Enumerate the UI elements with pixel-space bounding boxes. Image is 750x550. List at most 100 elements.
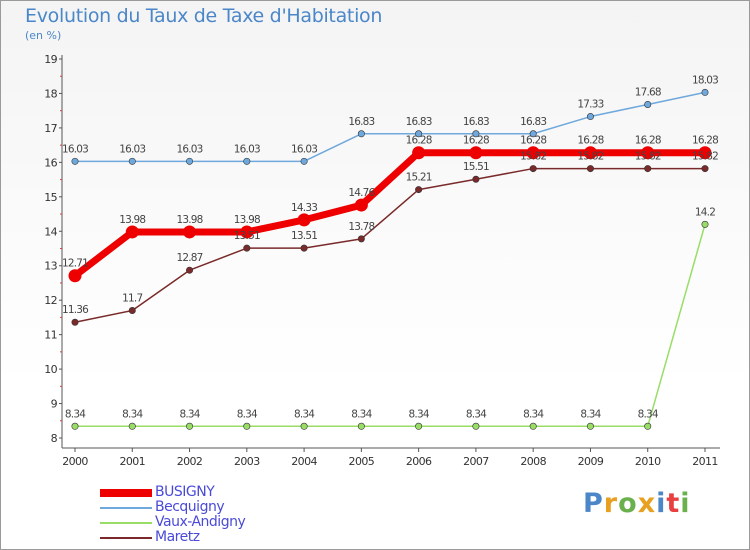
data-point	[701, 165, 709, 173]
legend-label: BUSIGNY	[155, 484, 215, 500]
data-point	[415, 130, 423, 138]
data-label: 16.28	[635, 135, 661, 147]
data-label: 8.34	[638, 408, 659, 420]
data-label: 15.21	[406, 172, 432, 184]
data-point	[186, 157, 194, 165]
chart-title: Evolution du Taux de Taxe d'Habitation	[25, 5, 383, 27]
legend-swatch	[100, 506, 152, 509]
x-tick-label: 2008	[520, 455, 546, 468]
y-tick-label: 13	[44, 260, 57, 273]
data-label: 8.34	[179, 408, 200, 420]
data-label: 15.82	[520, 151, 546, 163]
y-tick-label: 12	[44, 294, 57, 307]
data-point	[412, 146, 426, 160]
x-tick-label: 2006	[406, 455, 432, 468]
data-label: 11.36	[62, 304, 89, 316]
data-point	[586, 113, 594, 121]
chart-subtitle: (en %)	[25, 29, 62, 42]
data-label: 12.71	[62, 258, 88, 270]
data-label: 14.33	[291, 202, 317, 214]
data-label: 11.7	[122, 293, 142, 305]
data-label: 8.34	[466, 408, 487, 420]
data-label: 8.34	[523, 408, 544, 420]
data-label: 13.98	[119, 214, 145, 226]
data-point	[701, 220, 709, 228]
data-label: 8.34	[237, 408, 258, 420]
data-label: 16.83	[463, 116, 489, 128]
data-point	[644, 422, 652, 430]
series-line-maretz	[74, 167, 705, 323]
data-label: 8.34	[294, 408, 315, 420]
x-tick-label: 2002	[177, 455, 203, 468]
data-point	[128, 422, 136, 430]
data-point	[472, 130, 480, 138]
data-point	[128, 307, 136, 315]
data-point	[357, 130, 365, 138]
legend-swatch	[100, 536, 152, 539]
data-label: 16.28	[463, 135, 489, 147]
data-label: 16.83	[520, 116, 546, 128]
data-label: 8.34	[351, 408, 372, 420]
data-label: 16.03	[234, 143, 260, 155]
data-point	[529, 165, 537, 173]
x-tick-label: 2004	[291, 455, 317, 468]
data-point	[698, 146, 712, 160]
data-point	[644, 165, 652, 173]
data-label: 15.82	[635, 151, 661, 163]
data-label: 8.34	[580, 408, 601, 420]
data-label: 16.83	[406, 116, 432, 128]
data-point	[641, 146, 655, 160]
data-point	[300, 422, 308, 430]
data-point	[357, 235, 365, 243]
x-tick-label: 2009	[578, 455, 604, 468]
data-point	[71, 422, 79, 430]
data-point	[300, 244, 308, 252]
x-tick-label: 2010	[635, 455, 661, 468]
x-tick-label: 2011	[692, 455, 718, 468]
legend-label: Vaux-Andigny	[155, 514, 246, 530]
data-point	[71, 157, 79, 165]
data-point	[357, 422, 365, 430]
y-tick-label: 17	[44, 122, 57, 135]
y-tick-label: 11	[44, 329, 57, 342]
axes: 8 9 10 11 12 13 14 15 16 17 18 19 2000 2001 2002 2003 20…	[44, 53, 720, 468]
logo-letter: o	[618, 488, 638, 519]
data-label: 18.03	[692, 74, 718, 86]
data-label: 14.2	[695, 206, 715, 218]
y-tick-label: 8	[51, 432, 58, 445]
data-label: 13.78	[348, 221, 374, 233]
data-point	[297, 213, 311, 227]
data-label: 8.34	[122, 408, 143, 420]
data-point	[354, 198, 368, 212]
y-tick-label: 16	[44, 156, 57, 169]
data-point	[472, 422, 480, 430]
logo-letter: x	[637, 488, 657, 519]
x-tick-label: 2000	[62, 455, 88, 468]
data-label: 13.51	[291, 230, 317, 242]
x-tick-label: 2005	[349, 455, 375, 468]
data-point	[583, 146, 597, 160]
data-label: 13.98	[234, 214, 260, 226]
proxiti-logo: Proxiti	[583, 488, 691, 519]
y-tick-label: 9	[51, 398, 58, 411]
data-label: 16.28	[692, 135, 718, 147]
y-tick-label: 19	[44, 53, 57, 66]
x-tick-label: 2001	[119, 455, 145, 468]
data-label: 8.34	[65, 408, 86, 420]
data-label: 16.03	[291, 143, 317, 155]
data-label: 13.98	[177, 214, 203, 226]
data-point	[529, 422, 537, 430]
series-line-becquigny	[75, 91, 706, 163]
data-label: 16.03	[62, 143, 88, 155]
legend-swatch	[100, 521, 152, 524]
data-point	[68, 269, 82, 283]
data-point	[472, 175, 480, 183]
data-label: 15.82	[692, 151, 718, 163]
data-label: 16.28	[520, 135, 546, 147]
data-point	[701, 88, 709, 96]
data-point	[526, 146, 540, 160]
data-point	[469, 146, 483, 160]
y-tick-label: 14	[44, 225, 57, 238]
